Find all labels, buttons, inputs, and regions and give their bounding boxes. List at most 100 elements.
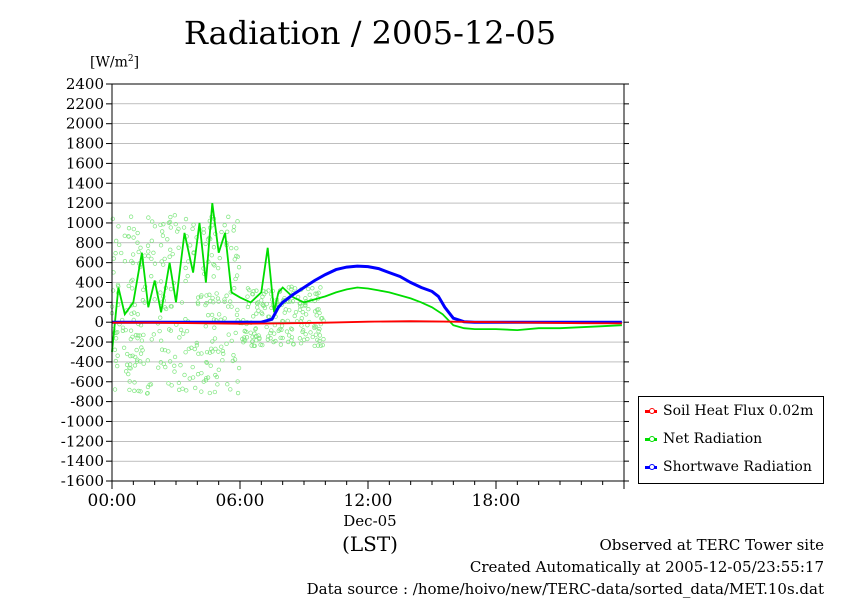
scatter-point xyxy=(236,265,242,270)
scatter-point xyxy=(225,229,230,234)
scatter-point xyxy=(135,312,140,317)
scatter-point xyxy=(130,353,135,358)
scatter-point xyxy=(292,286,298,291)
scatter-point xyxy=(184,388,189,393)
scatter-point xyxy=(207,390,212,396)
scatter-point xyxy=(166,349,171,354)
legend-label-shortwave: Shortwave Radiation xyxy=(663,459,812,475)
scatter-point xyxy=(192,346,197,352)
scatter-point xyxy=(204,349,210,355)
scatter-point xyxy=(183,216,189,222)
scatter-point xyxy=(149,238,154,243)
scatter-point xyxy=(182,372,187,378)
scatter-point xyxy=(173,221,178,227)
scatter-point xyxy=(263,289,269,295)
scatter-point xyxy=(139,338,145,343)
y-tick-label: 1800 xyxy=(66,135,104,153)
scatter-point xyxy=(284,329,290,334)
scatter-point xyxy=(315,343,321,348)
scatter-point xyxy=(232,357,238,362)
scatter-point xyxy=(162,347,168,353)
scatter-point xyxy=(235,379,240,384)
x-tick-label: 18:00 xyxy=(472,491,521,511)
scatter-point xyxy=(166,220,172,225)
y-axis-unit: [W/m2] xyxy=(90,54,140,71)
scatter-point xyxy=(141,361,146,366)
legend-swatch-net xyxy=(645,435,657,442)
scatter-point xyxy=(115,330,120,335)
y-tick-label: -600 xyxy=(70,373,104,391)
scatter-point xyxy=(319,315,325,321)
scatter-point xyxy=(216,349,221,354)
scatter-point xyxy=(211,300,216,305)
scatter-point xyxy=(212,325,217,330)
scatter-point xyxy=(219,229,224,235)
scatter-point xyxy=(216,367,221,372)
scatter-point xyxy=(176,380,182,386)
y-tick-label: 2000 xyxy=(66,115,104,133)
scatter-point xyxy=(287,308,292,313)
scatter-point xyxy=(286,339,291,345)
scatter-point xyxy=(190,364,195,370)
scatter-point xyxy=(158,279,164,284)
scatter-point xyxy=(236,365,242,371)
scatter-point xyxy=(138,245,143,250)
scatter-point xyxy=(204,293,209,298)
scatter-point xyxy=(110,288,116,293)
scatter-point xyxy=(160,233,166,238)
scatter-point xyxy=(177,335,182,340)
scatter-point xyxy=(222,316,227,321)
scatter-point xyxy=(136,388,141,394)
scatter-point xyxy=(172,354,178,360)
scatter-point xyxy=(199,351,204,356)
scatter-point xyxy=(145,358,150,363)
scatter-point xyxy=(235,390,241,396)
scatter-point xyxy=(133,354,138,360)
scatter-point xyxy=(191,222,196,227)
scatter-point xyxy=(127,379,132,384)
scatter-point xyxy=(128,214,134,219)
scatter-point xyxy=(254,288,259,293)
scatter-point xyxy=(313,332,319,337)
y-tick-label: 1000 xyxy=(66,214,104,232)
scatter-point xyxy=(203,241,208,247)
scatter-point xyxy=(181,331,186,336)
series-line-1 xyxy=(111,202,622,353)
scatter-point xyxy=(168,225,173,230)
scatter-point xyxy=(130,334,135,340)
scatter-point xyxy=(168,247,173,252)
scatter-point xyxy=(165,237,170,242)
scatter-point xyxy=(183,265,188,271)
scatter-point xyxy=(151,250,156,255)
y-tick-label: 2400 xyxy=(66,75,104,93)
scatter-point xyxy=(172,363,177,368)
scatter-point xyxy=(207,292,212,297)
scatter-point xyxy=(317,338,322,344)
scatter-point xyxy=(297,301,302,306)
scatter-point xyxy=(120,325,126,330)
y-tick-label: 200 xyxy=(75,293,104,311)
scatter-point xyxy=(194,343,200,348)
scatter-point xyxy=(128,328,134,333)
scatter-point xyxy=(316,329,321,334)
scatter-point xyxy=(132,388,137,393)
x-axis-date: Dec-05 xyxy=(343,512,397,530)
scatter-point xyxy=(167,219,173,225)
x-axis-label: (LST) xyxy=(342,532,398,556)
scatter-point xyxy=(152,261,158,266)
scatter-point xyxy=(135,230,140,236)
y-tick-label: -1600 xyxy=(61,472,104,490)
scatter-point xyxy=(242,335,247,340)
y-tick-label: 0 xyxy=(94,313,104,331)
scatter-point xyxy=(167,254,172,259)
scatter-point xyxy=(135,336,140,341)
scatter-point xyxy=(163,364,168,370)
scatter-point xyxy=(149,337,154,342)
scatter-point xyxy=(305,323,310,328)
scatter-point xyxy=(172,213,177,218)
scatter-point xyxy=(120,328,126,333)
scatter-point xyxy=(289,284,294,289)
y-tick-label: 1400 xyxy=(66,174,104,192)
legend-swatch-soil xyxy=(645,407,657,414)
scatter-point xyxy=(158,338,164,343)
